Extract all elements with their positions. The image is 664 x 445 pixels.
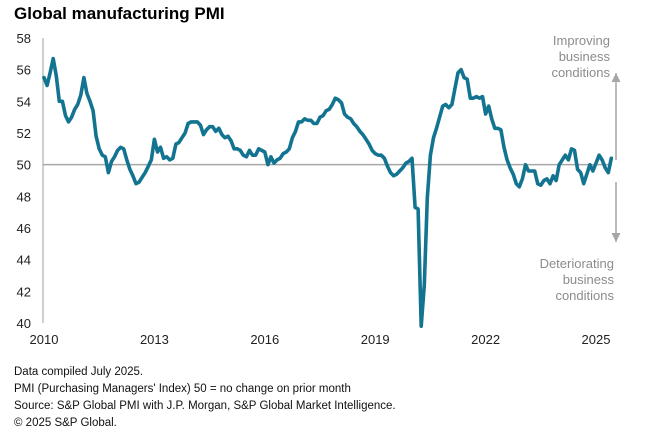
footer-notes: Data compiled July 2025. PMI (Purchasing… bbox=[14, 364, 396, 432]
y-tick-label: 42 bbox=[17, 284, 31, 299]
footer-source: Source: S&P Global PMI with J.P. Morgan,… bbox=[14, 400, 396, 412]
annotation-deteriorating-text: conditions bbox=[555, 288, 614, 303]
pmi-series-line bbox=[42, 56, 614, 328]
x-tick-label: 2019 bbox=[361, 332, 390, 347]
footer-pmi-definition: PMI (Purchasing Managers' Index) 50 = no… bbox=[14, 383, 351, 395]
y-tick-label: 48 bbox=[17, 189, 31, 204]
y-tick-label: 44 bbox=[17, 253, 31, 268]
annotation-improving-text: Improving bbox=[553, 33, 610, 48]
x-tick-label: 2022 bbox=[471, 332, 500, 347]
arrow-up-icon bbox=[611, 73, 621, 160]
x-tick-label: 2016 bbox=[250, 332, 279, 347]
line-chart: 40 42 44 46 48 50 52 54 56 58 2010 2013 2016 2019 202… bbox=[17, 31, 621, 347]
x-tick-label: 2013 bbox=[140, 332, 169, 347]
y-axis-tick-labels: 40 42 44 46 48 50 52 54 56 58 bbox=[17, 31, 31, 331]
arrow-down-icon bbox=[611, 182, 621, 242]
annotation-deteriorating-text: business bbox=[563, 272, 615, 287]
y-tick-label: 58 bbox=[17, 31, 31, 46]
annotation-improving-text: business bbox=[559, 49, 611, 64]
annotation-deteriorating-text: Deteriorating bbox=[540, 256, 614, 271]
y-tick-label: 50 bbox=[17, 158, 31, 173]
y-tick-label: 54 bbox=[17, 94, 31, 109]
y-tick-label: 56 bbox=[17, 63, 31, 78]
x-tick-label: 2010 bbox=[30, 332, 59, 347]
y-tick-label: 52 bbox=[17, 126, 31, 141]
y-tick-label: 40 bbox=[17, 316, 31, 331]
y-tick-label: 46 bbox=[17, 221, 31, 236]
annotation-improving-text: conditions bbox=[551, 65, 610, 80]
x-tick-label: 2025 bbox=[582, 332, 611, 347]
chart-title: Global manufacturing PMI bbox=[14, 4, 225, 23]
annotations: ImprovingbusinessconditionsDeteriorating… bbox=[540, 33, 621, 303]
footer-compiled-date: Data compiled July 2025. bbox=[14, 366, 144, 378]
x-axis-tick-labels: 2010 2013 2016 2019 2022 2025 bbox=[30, 332, 611, 347]
footer-copyright: © 2025 S&P Global. bbox=[14, 417, 117, 429]
